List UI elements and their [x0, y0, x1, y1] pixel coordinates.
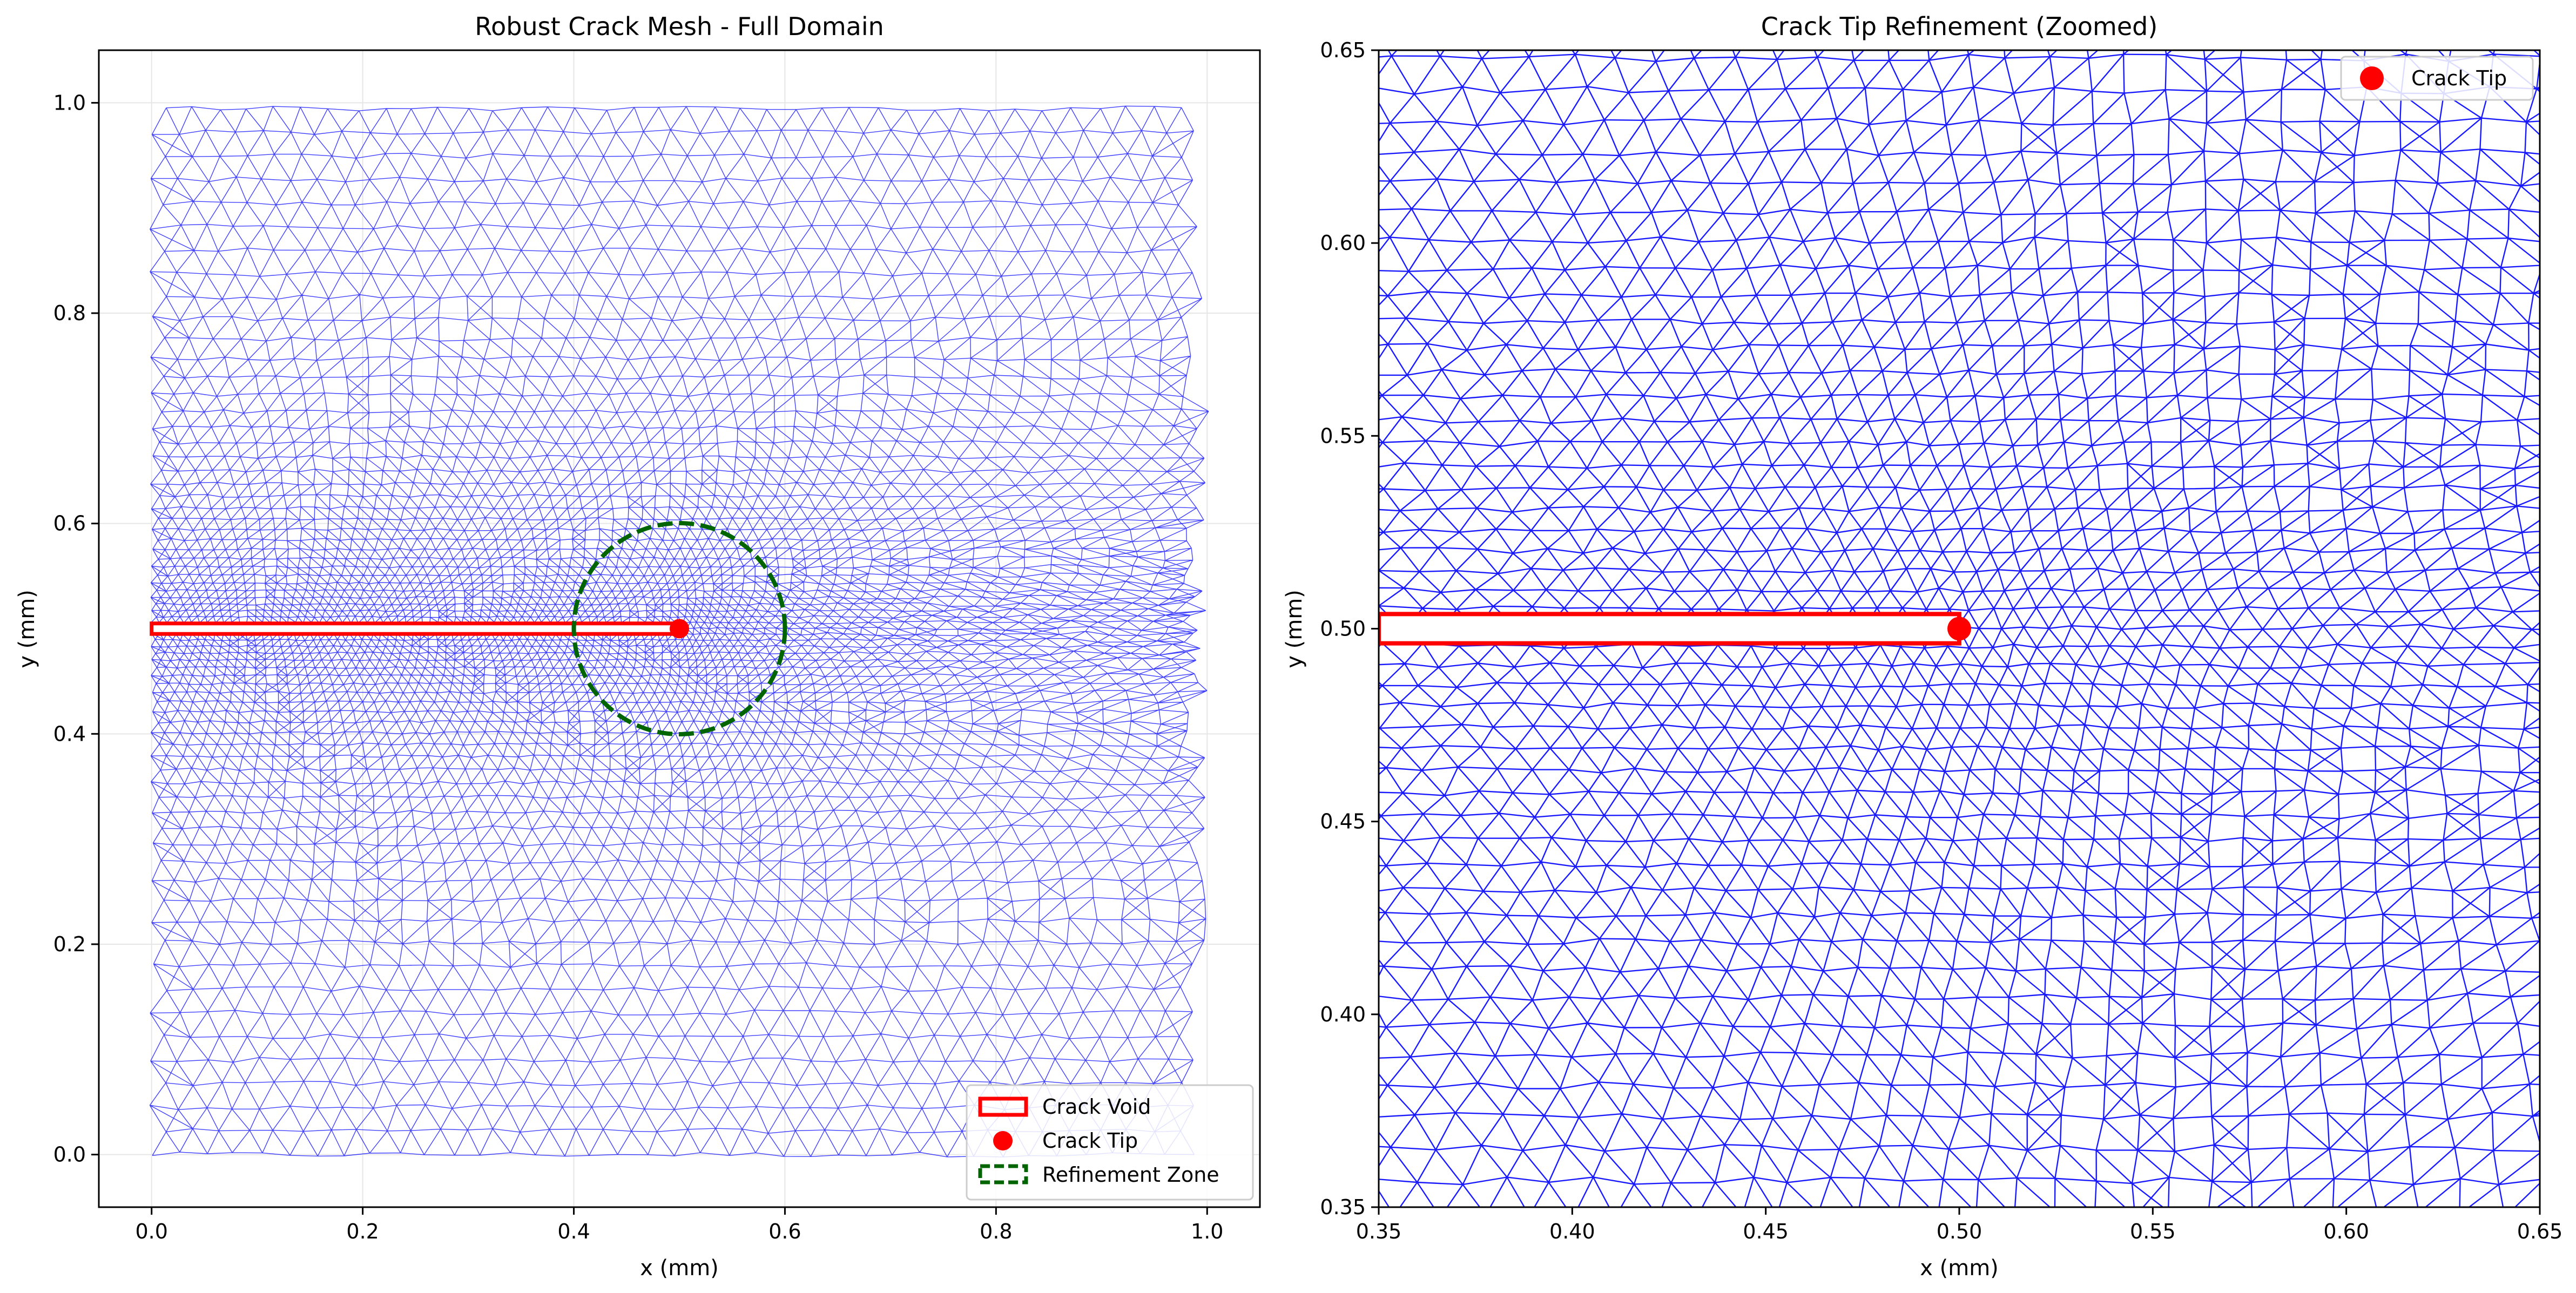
crack-void	[1379, 612, 1961, 646]
legend-swatch-refinement-zone	[978, 1164, 1028, 1184]
x-tick-label: 0.50	[1937, 1220, 1982, 1243]
x-tick-label: 0.35	[1356, 1220, 1402, 1243]
x-tick-label: 0.6	[768, 1220, 801, 1243]
y-tick-label: 0.65	[1320, 38, 1366, 62]
refinement-zone	[571, 521, 787, 736]
x-tick-label: 0.65	[2517, 1220, 2563, 1243]
x-axis-label: x (mm)	[640, 1256, 719, 1281]
y-tick-label: 0.55	[1320, 424, 1366, 448]
x-tick-label: 1.0	[1191, 1220, 1223, 1243]
legend-swatch-crack-tip	[2360, 66, 2384, 90]
y-tick-label: 0.8	[53, 301, 86, 325]
y-axis-label: y (mm)	[15, 590, 39, 668]
legend-label-crack-void: Crack Void	[1042, 1095, 1151, 1119]
legend-label-crack-tip: Crack Tip	[1042, 1129, 1138, 1153]
legend: Crack Tip	[2340, 56, 2534, 101]
legend-box	[966, 1084, 1254, 1201]
crack-void	[150, 621, 682, 636]
axes-frame	[98, 49, 1261, 1208]
x-tick-label: 0.45	[1743, 1220, 1789, 1243]
x-tick-label: 0.4	[557, 1220, 590, 1243]
mesh	[1379, 50, 2540, 1207]
legend-swatch-crack-tip	[993, 1131, 1013, 1150]
legend-label-refinement-zone: Refinement Zone	[1042, 1163, 1219, 1187]
x-tick-label: 0.2	[346, 1220, 379, 1243]
y-tick-label: 0.60	[1320, 231, 1366, 255]
crack-tip-marker	[1947, 617, 1971, 641]
y-tick-label: 0.2	[53, 932, 86, 956]
y-tick-label: 0.45	[1320, 810, 1366, 834]
y-tick-label: 0.50	[1320, 617, 1366, 641]
y-tick-label: 0.40	[1320, 1003, 1366, 1026]
y-tick-label: 0.6	[53, 512, 86, 536]
ticks: 0.35 0.40 0.45 0.50 0.55 0.60 0.65 0.35 0.40 0.45…	[1320, 38, 2562, 1243]
x-tick-label: 0.55	[2130, 1220, 2176, 1243]
x-tick-label: 0.60	[2323, 1220, 2369, 1243]
panel-zoomed: 0.35 0.40 0.45 0.50 0.55 0.60 0.65 0.35 0.40 0.45…	[1282, 12, 2562, 1281]
y-axis-label: y (mm)	[1282, 590, 1307, 668]
x-axis-label: x (mm)	[1920, 1256, 1999, 1281]
panel-full-domain: 0.0 0.2 0.4 0.6 0.8 1.0 0.0 0.2 0.4 0.6 0.8 1.0 Rob…	[15, 12, 1261, 1281]
x-tick-label: 0.40	[1549, 1220, 1595, 1243]
legend-label-crack-tip: Crack Tip	[2411, 66, 2507, 90]
crack-tip-marker	[670, 619, 689, 639]
x-tick-label: 0.0	[136, 1220, 168, 1243]
y-tick-label: 1.0	[53, 91, 86, 114]
ticks: 0.0 0.2 0.4 0.6 0.8 1.0 0.0 0.2 0.4 0.6 0.8 1.0	[53, 91, 1224, 1243]
chart-title: Crack Tip Refinement (Zoomed)	[1761, 12, 2158, 41]
legend-swatch-crack-void	[978, 1096, 1028, 1117]
mesh-edges	[1379, 50, 2540, 1207]
y-tick-label: 0.0	[53, 1143, 86, 1167]
legend-box	[2340, 56, 2534, 101]
y-tick-label: 0.35	[1320, 1195, 1366, 1219]
chart-title: Robust Crack Mesh - Full Domain	[475, 12, 884, 41]
y-tick-label: 0.4	[53, 722, 86, 746]
x-tick-label: 0.8	[980, 1220, 1012, 1243]
legend: Crack Void Crack Tip Refinement Zone	[966, 1084, 1254, 1201]
